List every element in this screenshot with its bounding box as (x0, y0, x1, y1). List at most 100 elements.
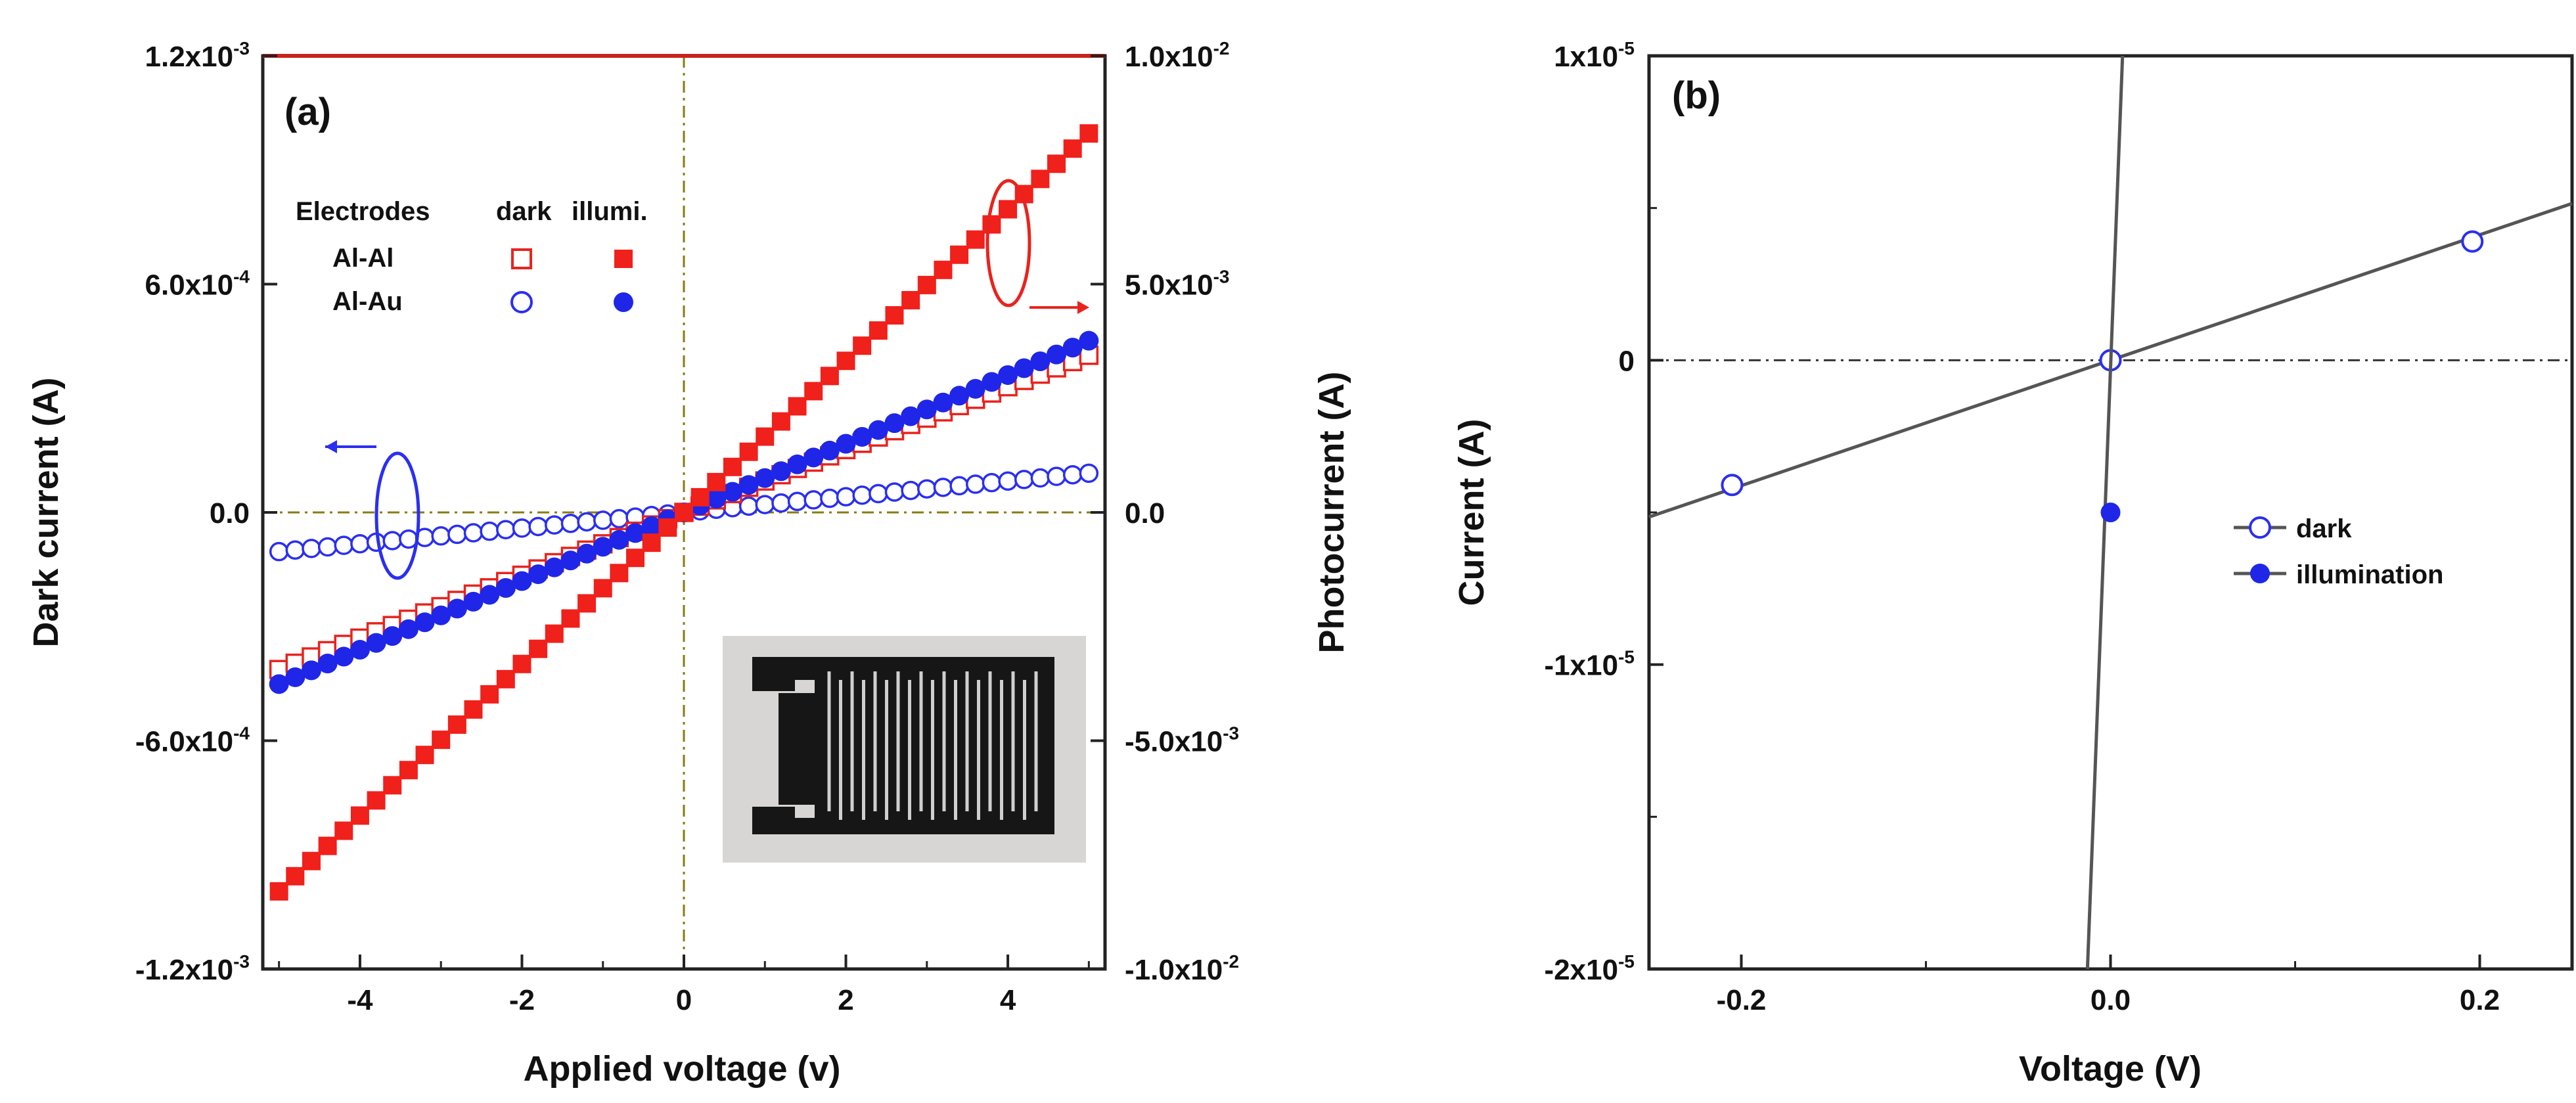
y-tick-label: -1x10-5 (1545, 647, 1635, 682)
left-arrow-head-icon (325, 440, 337, 453)
legend-header-illumi: illumi. (572, 197, 648, 226)
data-point (366, 633, 386, 653)
x-tick-label: 2 (838, 984, 853, 1016)
panel-a: -4 -2 0 2 4 1.2x10-3 6.0x10-4 0.0 -6.0x10-4 -1.2x… (26, 38, 1351, 1089)
data-point (560, 551, 581, 571)
data-point (1062, 338, 1083, 358)
data-point (658, 518, 677, 537)
panel-b: -0.2 0.0 0.2 1x10-5 0 -1x10-5 -2x10-5 dark ill… (1452, 38, 2574, 1089)
data-point (755, 495, 775, 514)
y-tick-label: 1x10-5 (1554, 38, 1635, 73)
data-point (885, 306, 904, 325)
x-tick-label: -0.2 (1717, 984, 1767, 1016)
data-point (1030, 468, 1051, 488)
data-point (495, 577, 516, 598)
right-tick-label: 0.0 (1125, 497, 1165, 529)
data-point (738, 475, 759, 495)
data-point (431, 526, 451, 546)
data-point (738, 496, 759, 516)
data-point (285, 540, 305, 560)
data-point (383, 776, 402, 795)
data-point (577, 594, 597, 613)
legend-marker-open-square-icon (511, 248, 532, 269)
right-arrow-head-icon (1077, 301, 1089, 314)
data-point (901, 290, 920, 309)
data-point (529, 639, 548, 658)
left-tick-label: 1.2x10-3 (145, 38, 250, 73)
legend-label-dark: dark (2296, 514, 2352, 543)
data-point (804, 382, 823, 401)
data-point (836, 434, 856, 454)
data-point (496, 520, 516, 539)
data-point (933, 392, 953, 413)
x-tick-label: 0.2 (2460, 984, 2500, 1016)
data-point (625, 523, 646, 543)
data-point (577, 512, 597, 532)
panel-b-tag: (b) (1672, 74, 1721, 117)
data-point (512, 571, 532, 591)
panel-a-tag: (a) (284, 91, 331, 133)
data-point (334, 646, 354, 667)
data-point (853, 336, 872, 355)
data-point (756, 427, 775, 446)
data-point (706, 489, 727, 509)
data-point (869, 484, 888, 504)
data-point (415, 612, 435, 633)
data-point (852, 485, 872, 505)
legend-header-electrodes: Electrodes (296, 197, 430, 226)
data-point (609, 529, 629, 550)
data-point (350, 533, 370, 554)
data-point (512, 518, 532, 538)
data-point (463, 523, 484, 543)
data-point (1062, 464, 1083, 485)
legend-marker-filled-square-icon (614, 250, 633, 268)
data-point (350, 640, 370, 660)
data-point (675, 503, 693, 522)
data-point (512, 654, 531, 673)
data-point (934, 260, 953, 279)
data-point (1079, 330, 1099, 351)
data-point (949, 476, 969, 496)
legend-row-al-au: Al-Au (332, 287, 403, 316)
right-axis-indicator-ellipse (985, 179, 1031, 307)
right-tick-label: 1.0x10-2 (1125, 38, 1229, 73)
data-point (1079, 463, 1099, 484)
data-point (593, 510, 613, 530)
data-point (836, 487, 856, 506)
data-point (480, 521, 499, 541)
right-tick-label: -1.0x10-2 (1125, 951, 1239, 986)
series-al-al-illumi- (269, 124, 1098, 901)
data-point (431, 605, 451, 625)
data-point (917, 479, 937, 499)
illumination-data-point (2100, 503, 2121, 522)
data-point (593, 579, 612, 598)
data-point (626, 549, 645, 568)
data-point (836, 351, 855, 371)
data-point (884, 413, 905, 434)
legend-label-illumination: illumination (2296, 560, 2443, 589)
data-point (1047, 344, 1067, 365)
data-point (302, 851, 321, 870)
data-point (269, 541, 289, 562)
right-tick-label: -5.0x10-3 (1125, 723, 1239, 758)
legend-header-dark: dark (496, 197, 552, 226)
dark-data-point (1721, 474, 1744, 497)
data-point (723, 457, 742, 476)
data-point (1063, 139, 1082, 158)
data-point (528, 564, 549, 585)
data-point (447, 524, 467, 545)
panel-b-y-axis-title: Current (A) (1452, 419, 1491, 606)
data-point (463, 591, 484, 612)
data-point (560, 513, 581, 533)
data-point (544, 557, 564, 577)
data-point (641, 516, 662, 536)
data-point (642, 533, 661, 552)
data-point (545, 515, 564, 535)
data-point (819, 440, 840, 461)
x-tick-label: 0 (676, 984, 692, 1016)
data-point (480, 585, 500, 605)
data-point (803, 490, 823, 510)
data-point (869, 321, 888, 340)
panel-a-left-axis-title: Dark current (A) (26, 377, 66, 647)
data-point (545, 624, 564, 643)
